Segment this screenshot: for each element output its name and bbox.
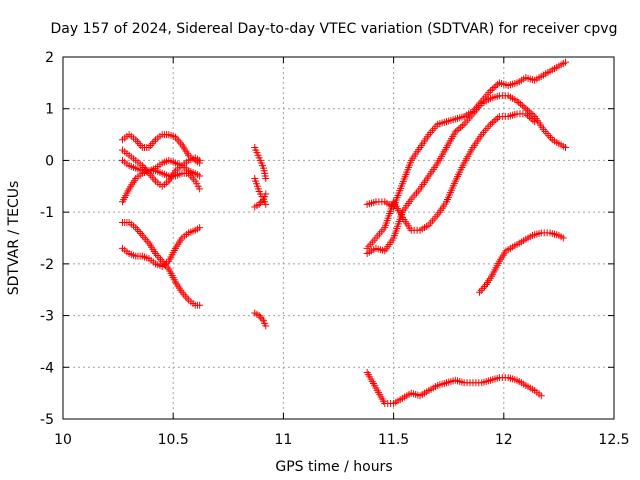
data-point-interp (190, 175, 198, 183)
data-point-interp (147, 142, 155, 150)
plot-frame (62, 56, 615, 420)
x-axis-label: GPS time / hours (275, 459, 392, 475)
data-point (559, 234, 567, 242)
data-point (562, 144, 570, 151)
data-point-interp (142, 235, 150, 243)
data-point (255, 312, 263, 320)
data-point (537, 392, 545, 400)
y-tick-label: 2 (45, 50, 54, 66)
data-point-interp (257, 199, 265, 207)
data-point (262, 322, 270, 330)
data-point-interp (455, 125, 463, 133)
x-tick-label: 12.5 (598, 432, 629, 448)
data-point (487, 120, 495, 128)
data-point (262, 175, 270, 183)
data-point (451, 128, 459, 136)
data-point-interp (488, 85, 496, 93)
x-tick-label: 12 (495, 432, 513, 448)
data-point-interp (183, 294, 191, 302)
data-point-interp (527, 115, 535, 123)
data-point-interp (148, 173, 156, 181)
data-point-interp (137, 229, 145, 237)
data-point-interp (143, 237, 151, 245)
data-point-interp (133, 138, 141, 146)
data-point-interp (150, 175, 158, 183)
x-tick-label: 10 (54, 432, 72, 448)
data-point-interp (258, 197, 266, 205)
data-point-interp (257, 313, 265, 321)
data-point-interp (148, 140, 156, 148)
data-point (522, 110, 530, 118)
data-point-interp (494, 80, 502, 88)
data-point-interp (181, 292, 189, 300)
data-point-interp (140, 233, 148, 241)
data-point-interp (492, 116, 500, 124)
data-point (196, 301, 204, 309)
x-tick-label: 11.5 (378, 432, 409, 448)
y-tick-label: 0 (45, 153, 54, 169)
data-point-interp (525, 113, 533, 121)
y-axis-label: SDTVAR / TECUs (6, 181, 22, 296)
y-tick-label: -2 (40, 257, 54, 273)
data-point-interp (176, 139, 184, 147)
data-point (513, 97, 521, 105)
data-point-interp (481, 282, 489, 290)
data-point-interp (457, 123, 465, 131)
data-point-interp (258, 315, 266, 323)
data-point (138, 231, 146, 239)
data-point-interp (453, 126, 461, 134)
data-point-interp (479, 284, 487, 292)
data-point-interp (520, 103, 528, 111)
data-points (119, 58, 570, 407)
y-tick-label: 1 (45, 102, 54, 118)
data-point (255, 200, 263, 208)
data-point-interp (180, 290, 188, 298)
y-tick-label: -5 (40, 412, 54, 428)
y-tick-label: -1 (40, 205, 54, 221)
data-point-interp (135, 228, 143, 236)
data-point-interp (494, 114, 502, 122)
data-point (196, 185, 204, 193)
data-point-interp (155, 253, 163, 261)
chart-title: Day 157 of 2024, Sidereal Day-to-day VTE… (51, 21, 618, 37)
data-point-interp (458, 122, 466, 130)
y-tick-label: -3 (40, 309, 54, 325)
data-point-interp (490, 84, 498, 92)
y-tick-label: -4 (40, 360, 54, 376)
data-point-interp (477, 286, 485, 294)
data-point-interp (518, 102, 526, 110)
data-point (562, 58, 570, 66)
data-point (487, 87, 495, 95)
data-point (476, 288, 484, 296)
x-tick-label: 10.5 (158, 432, 189, 448)
data-point (262, 200, 270, 208)
data-point-interp (133, 226, 141, 234)
x-tick-label: 11 (274, 432, 292, 448)
data-point-interp (150, 138, 158, 146)
data-point (196, 172, 204, 180)
data-point-interp (524, 111, 532, 119)
data-point-interp (490, 117, 498, 125)
data-point-interp (492, 82, 500, 90)
data-point-interp (515, 99, 523, 107)
data-point-interp (137, 142, 145, 150)
data-point (196, 224, 204, 232)
data-point (196, 156, 204, 164)
data-point-interp (517, 100, 525, 108)
data-point (531, 118, 539, 126)
data-point-interp (175, 137, 183, 145)
data-point (262, 190, 270, 198)
data-point-interp (153, 251, 161, 259)
data-point-interp (488, 119, 496, 127)
data-point-interp (529, 116, 537, 124)
data-point-interp (135, 140, 143, 148)
